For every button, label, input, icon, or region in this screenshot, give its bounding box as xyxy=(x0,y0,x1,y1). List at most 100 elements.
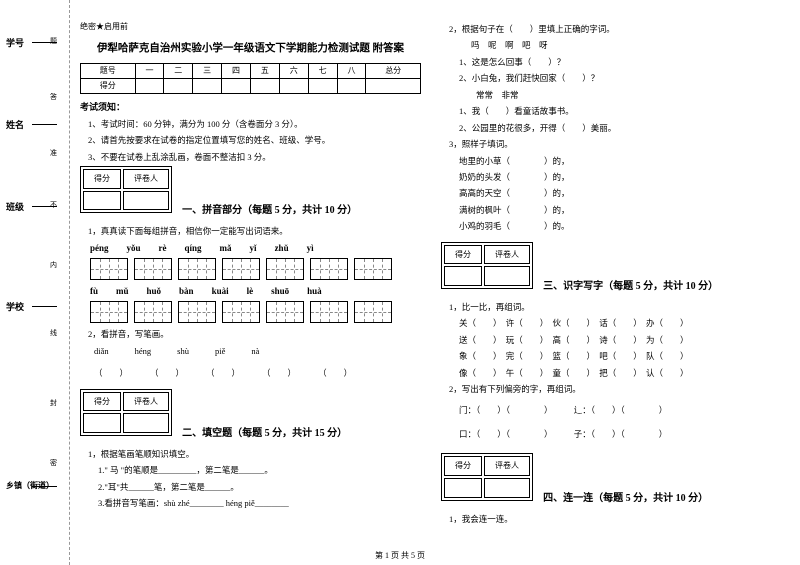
st-h0: 题号 xyxy=(81,64,136,79)
sec3-q2: 2，写出有下列偏旁的字，再组词。 xyxy=(441,382,782,396)
r-l1-0: 1、这是怎么回事（ ）？ xyxy=(441,55,782,69)
r-l3-4: 小鸡的羽毛（ ）的。 xyxy=(441,219,782,233)
exam-title: 伊犁哈萨克自治州实验小学一年级语文下学期能力检测试题 附答案 xyxy=(80,40,421,58)
sb-u4 xyxy=(32,306,57,307)
r-l3-3: 满树的枫叶（ ）的， xyxy=(441,203,782,217)
py3-0: diǎn xyxy=(94,344,109,358)
py1-1: yǒu xyxy=(127,241,141,256)
py2-6: shuō xyxy=(271,284,289,299)
py2-0: fù xyxy=(90,284,98,299)
sb-d3: 不 xyxy=(50,200,57,210)
py2-7: huà xyxy=(307,284,322,299)
sb-xuehao: 学号 xyxy=(6,36,24,49)
left-column: 绝密★启用前 伊犁哈萨克自治州实验小学一年级语文下学期能力检测试题 附答案 题号… xyxy=(80,20,421,555)
py2-2: huǒ xyxy=(147,284,162,299)
sb3-c2: 评卷人 xyxy=(484,245,530,265)
st-h4: 四 xyxy=(222,64,251,79)
r-l1-1: 2、小白兔，我们赶快回家（ ）？ xyxy=(441,71,782,85)
st-h1: 一 xyxy=(135,64,164,79)
sb-d5: 线 xyxy=(50,328,57,338)
sb-d6: 封 xyxy=(50,398,57,408)
py2-1: mǔ xyxy=(116,284,129,299)
sb-u2 xyxy=(32,124,57,125)
py3-3: piě xyxy=(215,344,225,358)
notice-heading: 考试须知： xyxy=(80,100,421,115)
pinyin-row-1: péng yǒu rè qíng mǎ yǐ zhǔ yì xyxy=(90,241,421,256)
py3-2: shù xyxy=(177,344,189,358)
blank-row-3: diǎn héng shù piě nà xyxy=(94,344,421,358)
grid-row-1 xyxy=(90,258,421,280)
sec3-q1: 1，比一比，再组词。 xyxy=(441,300,782,314)
scorebox-3: 得分评卷人 xyxy=(441,242,533,289)
sb-banji: 班级 xyxy=(6,200,24,213)
notice-1: 1、考试时间：60 分钟，满分为 100 分（含卷面分 3 分）。 xyxy=(80,117,421,131)
py2-4: kuài xyxy=(212,284,229,299)
sb-d1: 答 xyxy=(50,92,57,102)
py3-1: héng xyxy=(135,344,152,358)
pinyin-row-2: fù mǔ huǒ bàn kuài lè shuō huà xyxy=(90,284,421,299)
r-l1-4: 2、公园里的花很多，开得（ ）美丽。 xyxy=(441,121,782,135)
scorebox-1: 得分评卷人 xyxy=(80,166,172,213)
sb2-c1: 得分 xyxy=(83,392,121,412)
py3-4: nà xyxy=(251,344,259,358)
sec3-title: 三、识字写字（每题 5 分，共计 10 分） xyxy=(543,278,718,295)
sb-d0: 题 xyxy=(50,36,57,46)
sec2-title: 二、填空题（每题 5 分，共计 15 分） xyxy=(182,425,347,442)
r-q3: 3，照样子填词。 xyxy=(441,137,782,151)
sec2-i1: 1." 马 "的笔顺是_________，第二笔是______。 xyxy=(80,463,421,477)
sec2-q1: 1，根据笔画笔顺知识填空。 xyxy=(80,447,421,461)
sec3-p1: 送（ ） 玩（ ） 高（ ） 诗（ ） 为（ ） xyxy=(441,333,782,347)
sec1-q2: 2，看拼音，写笔画。 xyxy=(80,327,421,341)
py1-7: yì xyxy=(307,241,314,256)
sb-u5 xyxy=(32,486,57,487)
sb-xingming: 姓名 xyxy=(6,118,24,131)
r-q2: 2，根据句子在（ ）里填上正确的字词。 xyxy=(441,22,782,36)
st-h6: 六 xyxy=(279,64,308,79)
scorebox-4: 得分评卷人 xyxy=(441,453,533,500)
py1-4: mǎ xyxy=(220,241,232,256)
score-table: 题号 一 二 三 四 五 六 七 八 总分 得分 xyxy=(80,63,421,93)
binding-sidebar: 学号 题 答 姓名 准 班级 不 内 学校 线 封 密 乡镇（街道） xyxy=(0,0,70,565)
sec3-p0: 关（ ） 许（ ） 伙（ ） 话（ ） 办（ ） xyxy=(441,316,782,330)
sb2-c2: 评卷人 xyxy=(123,392,169,412)
sec2-i2: 2."耳"共______笔，第二笔是______。 xyxy=(80,480,421,494)
st-h7: 七 xyxy=(308,64,337,79)
notice-3: 3、不要在试卷上乱涂乱画，卷面不整洁扣 3 分。 xyxy=(80,150,421,164)
sec4-title: 四、连一连（每题 5 分，共计 10 分） xyxy=(543,490,708,507)
st-r2: 得分 xyxy=(81,79,136,94)
sb-d2: 准 xyxy=(50,148,57,158)
sec3-r0: 门：（ ）（ ） 辶：（ ）（ ） xyxy=(441,403,782,417)
sb-d7: 密 xyxy=(50,458,57,468)
r-l3-2: 高高的天空（ ）的， xyxy=(441,186,782,200)
sb-xuexiao: 学校 xyxy=(6,300,24,313)
sec1-q1: 1，真真读下面每组拼音，相信你一定能写出词语来。 xyxy=(80,224,421,238)
notice-2: 2、请首先按要求在试卷的指定位置填写您的姓名、班级、学号。 xyxy=(80,133,421,147)
secret-label: 绝密★启用前 xyxy=(80,20,421,34)
st-h8: 八 xyxy=(337,64,366,79)
st-h3: 三 xyxy=(193,64,222,79)
st-h5: 五 xyxy=(250,64,279,79)
r-l3-1: 奶奶的头发（ ）的， xyxy=(441,170,782,184)
page-footer: 第 1 页 共 5 页 xyxy=(0,550,800,561)
st-h2: 二 xyxy=(164,64,193,79)
sec4-q1: 1，我会连一连。 xyxy=(441,512,782,526)
scorebox-2: 得分评卷人 xyxy=(80,389,172,436)
sec2-i3: 3.看拼音写笔画：shù zhé________ héng piě_______… xyxy=(80,496,421,510)
sec3-r1: 口：（ ）（ ） 子：（ ）（ ） xyxy=(441,427,782,441)
sec3-p2: 象（ ） 完（ ） 篮（ ） 吧（ ） 队（ ） xyxy=(441,349,782,363)
py1-5: yǐ xyxy=(250,241,257,256)
py1-3: qíng xyxy=(185,241,202,256)
sec3-p3: 像（ ） 午（ ） 童（ ） 把（ ） 认（ ） xyxy=(441,366,782,380)
py1-0: péng xyxy=(90,241,109,256)
sb4-c2: 评卷人 xyxy=(484,456,530,476)
st-h9: 总分 xyxy=(366,64,421,79)
sec1-title: 一、拼音部分（每题 5 分，共计 10 分） xyxy=(182,202,357,219)
py2-3: bàn xyxy=(179,284,194,299)
r-l1-3: 1、我（ ）看童话故事书。 xyxy=(441,104,782,118)
r-opts1: 吗 呢 啊 吧 呀 xyxy=(441,38,782,52)
grid-row-2 xyxy=(90,301,421,323)
sb1-c1: 得分 xyxy=(83,169,121,189)
py1-6: zhǔ xyxy=(275,241,289,256)
r-l3-0: 地里的小草（ ）的， xyxy=(441,154,782,168)
right-column: 2，根据句子在（ ）里填上正确的字词。 吗 呢 啊 吧 呀 1、这是怎么回事（ … xyxy=(441,20,782,555)
